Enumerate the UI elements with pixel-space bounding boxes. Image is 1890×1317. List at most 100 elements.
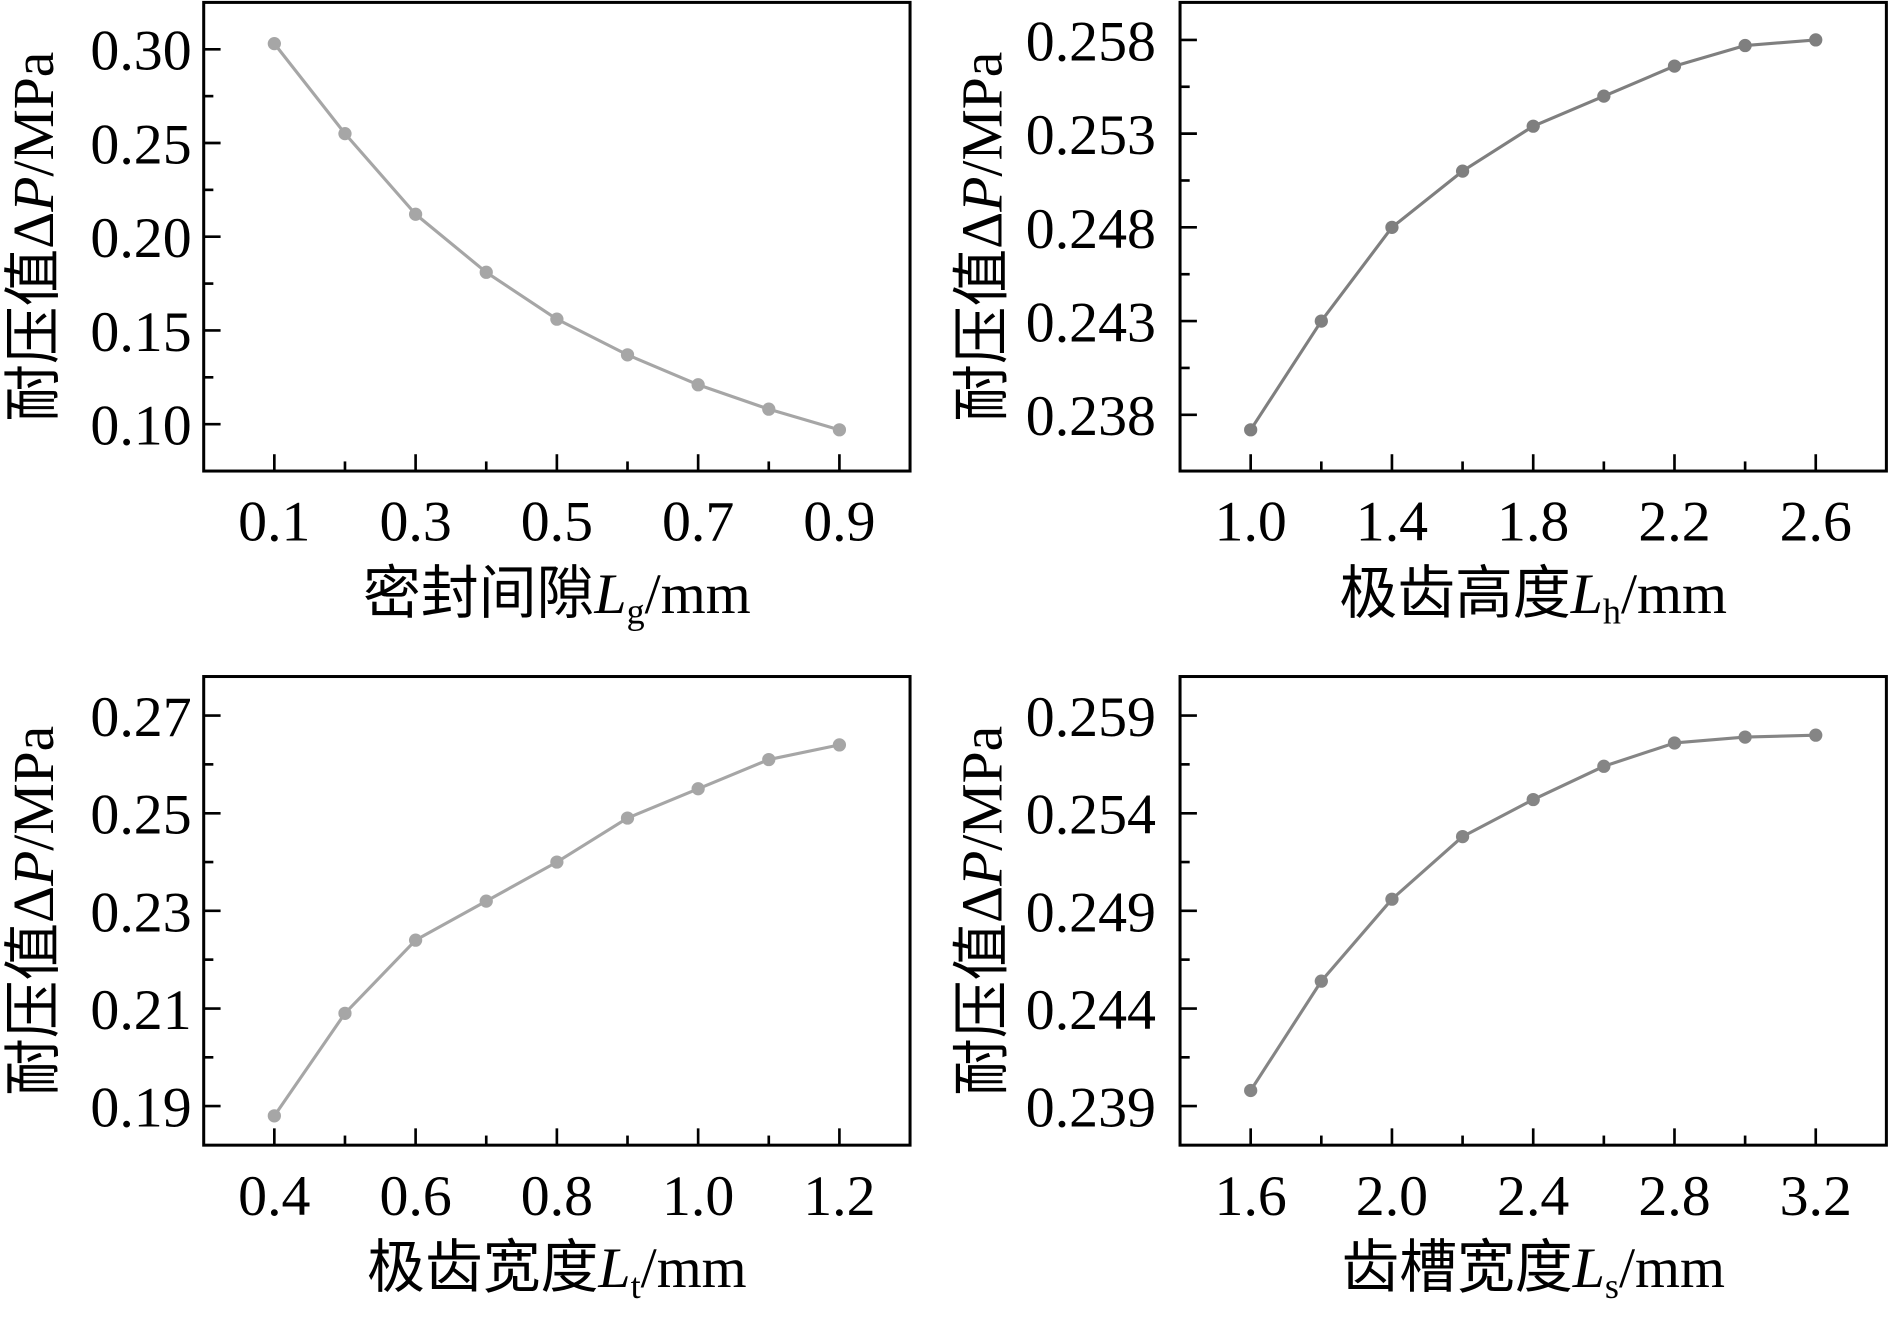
y-tick-label: 0.259 — [1026, 686, 1156, 749]
data-point — [1809, 33, 1823, 47]
chart-panel-2: 1.0 1.4 1.8 2.2 2.6 0.258 0.253 0.248 0.243 0.238… — [951, 0, 1888, 632]
x-tick-label: 0.6 — [379, 1165, 451, 1228]
y-axis-label: 耐压值ΔP/MPa — [951, 726, 1014, 1096]
data-point — [1738, 730, 1752, 744]
y-axis-label-text: 耐压值Δ — [2, 212, 65, 422]
y-tick-label: 0.249 — [1026, 881, 1156, 944]
y-axis-label-text: 耐压值Δ — [2, 886, 65, 1096]
data-point — [408, 207, 423, 221]
data-point — [1667, 736, 1682, 750]
data-point — [1385, 892, 1399, 906]
data-point — [1597, 759, 1611, 773]
x-axis-label-text: 齿槽宽度 — [1341, 1237, 1572, 1300]
data-point — [267, 37, 281, 51]
x-axis-label-unit: /mm — [645, 563, 751, 626]
x-tick-label: 0.4 — [238, 1165, 310, 1228]
data-point — [1244, 423, 1258, 437]
data-point — [550, 312, 564, 326]
data-point — [550, 855, 564, 869]
x-axis-label-subscript: t — [631, 1266, 641, 1306]
x-tick-label: 1.0 — [1215, 491, 1287, 554]
plot-frame — [1178, 675, 1888, 1147]
y-tick-label: 0.238 — [1026, 385, 1156, 448]
x-tick-label: 2.2 — [1638, 491, 1710, 554]
x-axis-label: 齿槽宽度Ls/mm — [1341, 1237, 1725, 1306]
y-tick-label: 0.243 — [1026, 292, 1156, 355]
y-axis-label-symbol: P — [951, 851, 1014, 887]
y-tick-label: 0.25 — [90, 784, 191, 847]
y-axis-label: 耐压值ΔP/MPa — [951, 52, 1014, 422]
data-point — [1314, 974, 1328, 988]
series-line — [273, 743, 840, 1117]
data-point — [691, 378, 705, 392]
x-tick-label: 1.2 — [803, 1165, 875, 1228]
chart-panel-3: 0.4 0.6 0.8 1.0 1.2 0.27 0.25 0.23 0.21 0.19 极齿宽度L… — [2, 675, 912, 1306]
data-point — [267, 1109, 281, 1123]
data-point — [1809, 728, 1823, 742]
x-axis-label: 密封间隙Lg/mm — [363, 563, 751, 632]
x-axis-label-subscript: h — [1603, 592, 1621, 632]
x-tick-label: 2.0 — [1356, 1165, 1428, 1228]
data-point — [479, 265, 493, 279]
x-tick-label: 0.7 — [662, 491, 734, 554]
y-axis-label-unit: /MPa — [2, 726, 65, 851]
x-axis-label-unit: /mm — [1621, 563, 1727, 626]
y-axis-label-unit: /MPa — [2, 52, 65, 177]
y-tick-label: 0.20 — [90, 207, 191, 270]
x-tick-label: 0.3 — [379, 491, 451, 554]
data-point — [1314, 314, 1328, 328]
data-point — [1244, 1083, 1258, 1098]
data-point — [1526, 792, 1540, 807]
y-tick-label: 0.254 — [1026, 784, 1156, 847]
data-point — [620, 811, 635, 825]
y-tick-label: 0.27 — [90, 686, 191, 749]
x-tick-label: 0.8 — [521, 1165, 593, 1228]
data-point — [691, 782, 705, 796]
series-line — [1249, 38, 1816, 431]
y-tick-label: 0.253 — [1026, 104, 1156, 167]
y-tick-label: 0.25 — [90, 114, 191, 177]
y-tick-label: 0.30 — [90, 20, 191, 83]
x-tick-label: 0.1 — [238, 491, 310, 554]
data-point — [762, 752, 776, 767]
data-point — [338, 127, 352, 141]
x-tick-label: 1.4 — [1356, 491, 1428, 554]
x-axis-label-unit: /mm — [1619, 1237, 1725, 1300]
y-tick-label: 0.239 — [1026, 1077, 1156, 1140]
y-tick-label: 0.10 — [90, 395, 191, 458]
plot-frame — [1178, 0, 1888, 473]
data-point — [832, 423, 847, 437]
x-axis-label-unit: /mm — [641, 1237, 747, 1300]
y-axis-label: 耐压值ΔP/MPa — [2, 726, 65, 1096]
x-axis-label-text: 极齿宽度 — [367, 1237, 598, 1300]
x-tick-label: 0.5 — [521, 491, 593, 554]
x-axis-label-symbol: L — [597, 1237, 630, 1300]
data-point — [479, 894, 493, 908]
chart-panel-4: 1.6 2.0 2.4 2.8 3.2 0.259 0.254 0.249 0.244 0.239… — [951, 675, 1888, 1306]
x-tick-label: 3.2 — [1780, 1165, 1852, 1228]
data-point — [1455, 829, 1470, 844]
plot-frame — [202, 675, 912, 1147]
x-axis-label-subscript: g — [627, 592, 645, 632]
y-axis-label-symbol: P — [951, 177, 1014, 213]
y-axis-label-unit: /MPa — [951, 726, 1014, 851]
chart-panel-1: 0.1 0.3 0.5 0.7 0.9 0.30 0.25 0.20 0.15 0.10 密封间隙L… — [2, 0, 912, 632]
x-tick-label: 1.8 — [1497, 491, 1569, 554]
y-tick-label: 0.23 — [90, 881, 191, 944]
y-axis-label-symbol: P — [2, 851, 65, 887]
x-axis-label-text: 密封间隙 — [363, 563, 594, 626]
data-point — [620, 348, 635, 362]
y-tick-label: 0.19 — [90, 1077, 191, 1140]
y-tick-label: 0.21 — [90, 979, 191, 1042]
series-line — [1249, 733, 1816, 1092]
y-tick-label: 0.248 — [1026, 198, 1156, 261]
y-tick-label: 0.15 — [90, 301, 191, 364]
data-point — [1667, 59, 1682, 73]
data-point — [1385, 220, 1399, 234]
x-tick-label: 1.0 — [662, 1165, 734, 1228]
data-point — [762, 402, 776, 416]
x-tick-label: 1.6 — [1215, 1165, 1287, 1228]
x-tick-label: 2.4 — [1497, 1165, 1569, 1228]
x-axis-label: 极齿宽度Lt/mm — [367, 1237, 747, 1306]
